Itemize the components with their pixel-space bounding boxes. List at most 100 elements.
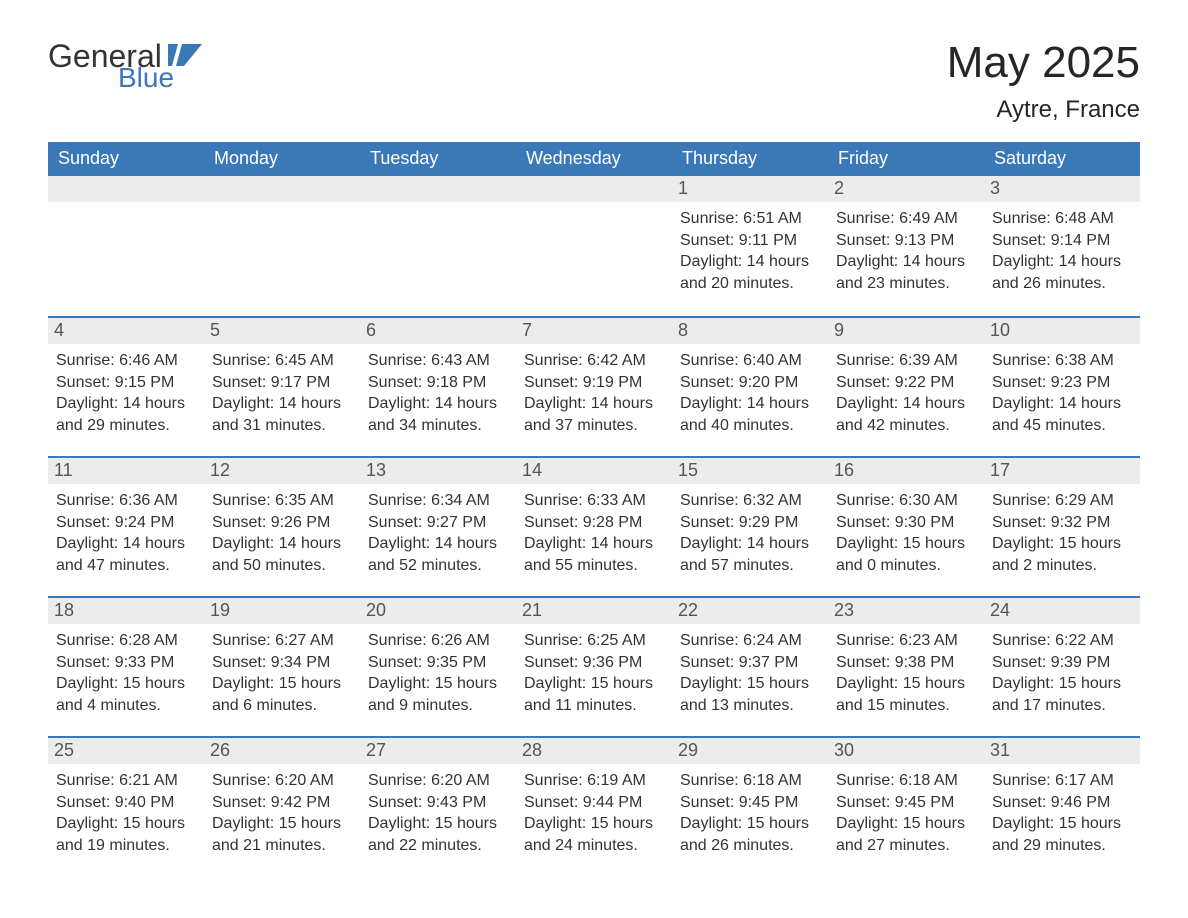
day-detail: Sunrise: 6:49 AMSunset: 9:13 PMDaylight:… bbox=[832, 208, 980, 294]
day-detail: Sunrise: 6:19 AMSunset: 9:44 PMDaylight:… bbox=[520, 770, 668, 856]
sunrise-line: Sunrise: 6:28 AM bbox=[56, 630, 196, 652]
daylight-line: Daylight: 14 hours and 29 minutes. bbox=[56, 393, 196, 436]
weekday-header: Tuesday bbox=[360, 142, 516, 176]
day-detail: Sunrise: 6:21 AMSunset: 9:40 PMDaylight:… bbox=[52, 770, 200, 856]
week-row: 18Sunrise: 6:28 AMSunset: 9:33 PMDayligh… bbox=[48, 596, 1140, 736]
day-number: 15 bbox=[672, 458, 828, 484]
sunrise-line: Sunrise: 6:35 AM bbox=[212, 490, 352, 512]
sunrise-line: Sunrise: 6:20 AM bbox=[368, 770, 508, 792]
day-detail: Sunrise: 6:40 AMSunset: 9:20 PMDaylight:… bbox=[676, 350, 824, 436]
sunrise-line: Sunrise: 6:36 AM bbox=[56, 490, 196, 512]
day-number: 1 bbox=[672, 176, 828, 202]
daylight-line: Daylight: 15 hours and 27 minutes. bbox=[836, 813, 976, 856]
day-cell: 21Sunrise: 6:25 AMSunset: 9:36 PMDayligh… bbox=[516, 598, 672, 736]
day-number: 6 bbox=[360, 318, 516, 344]
sunset-line: Sunset: 9:19 PM bbox=[524, 372, 664, 394]
day-detail: Sunrise: 6:48 AMSunset: 9:14 PMDaylight:… bbox=[988, 208, 1136, 294]
day-detail: Sunrise: 6:25 AMSunset: 9:36 PMDaylight:… bbox=[520, 630, 668, 716]
daylight-line: Daylight: 14 hours and 20 minutes. bbox=[680, 251, 820, 294]
day-detail: Sunrise: 6:18 AMSunset: 9:45 PMDaylight:… bbox=[832, 770, 980, 856]
day-detail: Sunrise: 6:42 AMSunset: 9:19 PMDaylight:… bbox=[520, 350, 668, 436]
sunset-line: Sunset: 9:11 PM bbox=[680, 230, 820, 252]
weekday-header-row: SundayMondayTuesdayWednesdayThursdayFrid… bbox=[48, 142, 1140, 176]
day-detail: Sunrise: 6:27 AMSunset: 9:34 PMDaylight:… bbox=[208, 630, 356, 716]
day-number: 24 bbox=[984, 598, 1140, 624]
daylight-line: Daylight: 14 hours and 34 minutes. bbox=[368, 393, 508, 436]
daylight-line: Daylight: 15 hours and 2 minutes. bbox=[992, 533, 1132, 576]
sunset-line: Sunset: 9:33 PM bbox=[56, 652, 196, 674]
sunset-line: Sunset: 9:29 PM bbox=[680, 512, 820, 534]
week-row: 4Sunrise: 6:46 AMSunset: 9:15 PMDaylight… bbox=[48, 316, 1140, 456]
day-detail: Sunrise: 6:51 AMSunset: 9:11 PMDaylight:… bbox=[676, 208, 824, 294]
day-cell: 20Sunrise: 6:26 AMSunset: 9:35 PMDayligh… bbox=[360, 598, 516, 736]
daylight-line: Daylight: 15 hours and 29 minutes. bbox=[992, 813, 1132, 856]
header: General Blue May 2025 Aytre, France bbox=[48, 40, 1140, 124]
sunset-line: Sunset: 9:44 PM bbox=[524, 792, 664, 814]
day-number bbox=[360, 176, 516, 202]
weekday-header: Thursday bbox=[672, 142, 828, 176]
day-detail: Sunrise: 6:34 AMSunset: 9:27 PMDaylight:… bbox=[364, 490, 512, 576]
sunset-line: Sunset: 9:37 PM bbox=[680, 652, 820, 674]
sunrise-line: Sunrise: 6:17 AM bbox=[992, 770, 1132, 792]
sunset-line: Sunset: 9:26 PM bbox=[212, 512, 352, 534]
day-cell bbox=[516, 176, 672, 316]
day-detail: Sunrise: 6:23 AMSunset: 9:38 PMDaylight:… bbox=[832, 630, 980, 716]
sunset-line: Sunset: 9:30 PM bbox=[836, 512, 976, 534]
day-number: 10 bbox=[984, 318, 1140, 344]
day-cell: 13Sunrise: 6:34 AMSunset: 9:27 PMDayligh… bbox=[360, 458, 516, 596]
day-cell: 9Sunrise: 6:39 AMSunset: 9:22 PMDaylight… bbox=[828, 318, 984, 456]
day-detail: Sunrise: 6:39 AMSunset: 9:22 PMDaylight:… bbox=[832, 350, 980, 436]
day-number: 25 bbox=[48, 738, 204, 764]
sunset-line: Sunset: 9:45 PM bbox=[836, 792, 976, 814]
day-cell bbox=[48, 176, 204, 316]
daylight-line: Daylight: 14 hours and 42 minutes. bbox=[836, 393, 976, 436]
daylight-line: Daylight: 14 hours and 37 minutes. bbox=[524, 393, 664, 436]
day-detail: Sunrise: 6:36 AMSunset: 9:24 PMDaylight:… bbox=[52, 490, 200, 576]
sunrise-line: Sunrise: 6:46 AM bbox=[56, 350, 196, 372]
day-number: 30 bbox=[828, 738, 984, 764]
sunset-line: Sunset: 9:20 PM bbox=[680, 372, 820, 394]
sunrise-line: Sunrise: 6:18 AM bbox=[836, 770, 976, 792]
calendar-body: 1 Sunrise: 6:51 AMSunset: 9:11 PMDaylight… bbox=[48, 176, 1140, 876]
day-cell: 5Sunrise: 6:45 AMSunset: 9:17 PMDaylight… bbox=[204, 318, 360, 456]
sunset-line: Sunset: 9:28 PM bbox=[524, 512, 664, 534]
sunset-line: Sunset: 9:17 PM bbox=[212, 372, 352, 394]
daylight-line: Daylight: 14 hours and 45 minutes. bbox=[992, 393, 1132, 436]
day-detail: Sunrise: 6:20 AMSunset: 9:42 PMDaylight:… bbox=[208, 770, 356, 856]
sunset-line: Sunset: 9:40 PM bbox=[56, 792, 196, 814]
day-number: 27 bbox=[360, 738, 516, 764]
sunset-line: Sunset: 9:18 PM bbox=[368, 372, 508, 394]
day-number: 31 bbox=[984, 738, 1140, 764]
weekday-header: Saturday bbox=[984, 142, 1140, 176]
sunrise-line: Sunrise: 6:25 AM bbox=[524, 630, 664, 652]
day-number: 7 bbox=[516, 318, 672, 344]
sunset-line: Sunset: 9:22 PM bbox=[836, 372, 976, 394]
sunrise-line: Sunrise: 6:42 AM bbox=[524, 350, 664, 372]
sunset-line: Sunset: 9:42 PM bbox=[212, 792, 352, 814]
daylight-line: Daylight: 14 hours and 50 minutes. bbox=[212, 533, 352, 576]
sunrise-line: Sunrise: 6:40 AM bbox=[680, 350, 820, 372]
sunset-line: Sunset: 9:38 PM bbox=[836, 652, 976, 674]
day-cell: 26Sunrise: 6:20 AMSunset: 9:42 PMDayligh… bbox=[204, 738, 360, 876]
sunrise-line: Sunrise: 6:45 AM bbox=[212, 350, 352, 372]
day-detail: Sunrise: 6:30 AMSunset: 9:30 PMDaylight:… bbox=[832, 490, 980, 576]
daylight-line: Daylight: 15 hours and 6 minutes. bbox=[212, 673, 352, 716]
sunset-line: Sunset: 9:36 PM bbox=[524, 652, 664, 674]
sunrise-line: Sunrise: 6:18 AM bbox=[680, 770, 820, 792]
day-number: 19 bbox=[204, 598, 360, 624]
sunrise-line: Sunrise: 6:39 AM bbox=[836, 350, 976, 372]
day-cell: 24Sunrise: 6:22 AMSunset: 9:39 PMDayligh… bbox=[984, 598, 1140, 736]
day-detail: Sunrise: 6:35 AMSunset: 9:26 PMDaylight:… bbox=[208, 490, 356, 576]
sunrise-line: Sunrise: 6:22 AM bbox=[992, 630, 1132, 652]
day-number bbox=[204, 176, 360, 202]
day-number: 5 bbox=[204, 318, 360, 344]
day-cell: 27Sunrise: 6:20 AMSunset: 9:43 PMDayligh… bbox=[360, 738, 516, 876]
day-cell: 11Sunrise: 6:36 AMSunset: 9:24 PMDayligh… bbox=[48, 458, 204, 596]
day-detail: Sunrise: 6:29 AMSunset: 9:32 PMDaylight:… bbox=[988, 490, 1136, 576]
day-cell: 14Sunrise: 6:33 AMSunset: 9:28 PMDayligh… bbox=[516, 458, 672, 596]
daylight-line: Daylight: 15 hours and 19 minutes. bbox=[56, 813, 196, 856]
sunset-line: Sunset: 9:23 PM bbox=[992, 372, 1132, 394]
day-detail: Sunrise: 6:17 AMSunset: 9:46 PMDaylight:… bbox=[988, 770, 1136, 856]
day-number: 20 bbox=[360, 598, 516, 624]
day-cell: 10Sunrise: 6:38 AMSunset: 9:23 PMDayligh… bbox=[984, 318, 1140, 456]
